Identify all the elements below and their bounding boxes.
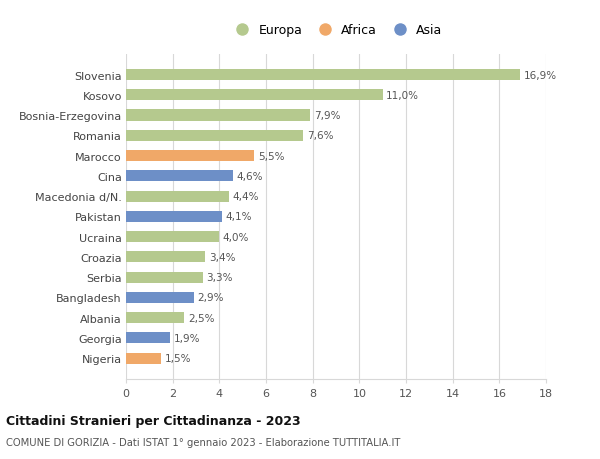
Text: 7,6%: 7,6%: [307, 131, 334, 141]
Text: 1,9%: 1,9%: [174, 333, 200, 343]
Bar: [126, 333, 170, 344]
Text: 4,1%: 4,1%: [225, 212, 251, 222]
Bar: [126, 313, 184, 324]
Bar: [126, 130, 304, 141]
Text: 2,5%: 2,5%: [188, 313, 214, 323]
Bar: [126, 272, 203, 283]
Bar: [126, 353, 161, 364]
Bar: [126, 211, 221, 223]
Text: 7,9%: 7,9%: [314, 111, 340, 121]
Bar: [126, 292, 194, 303]
Text: Cittadini Stranieri per Cittadinanza - 2023: Cittadini Stranieri per Cittadinanza - 2…: [6, 414, 301, 428]
Bar: [126, 151, 254, 162]
Text: 2,9%: 2,9%: [197, 293, 224, 303]
Text: 5,5%: 5,5%: [258, 151, 284, 161]
Text: 11,0%: 11,0%: [386, 90, 419, 101]
Bar: [126, 110, 310, 121]
Bar: [126, 252, 205, 263]
Bar: [126, 171, 233, 182]
Text: 4,6%: 4,6%: [237, 172, 263, 181]
Legend: Europa, Africa, Asia: Europa, Africa, Asia: [225, 19, 447, 42]
Text: COMUNE DI GORIZIA - Dati ISTAT 1° gennaio 2023 - Elaborazione TUTTITALIA.IT: COMUNE DI GORIZIA - Dati ISTAT 1° gennai…: [6, 437, 400, 447]
Text: 4,4%: 4,4%: [232, 192, 259, 202]
Bar: [126, 231, 220, 243]
Bar: [126, 70, 520, 81]
Text: 3,4%: 3,4%: [209, 252, 235, 262]
Text: 1,5%: 1,5%: [164, 353, 191, 364]
Bar: [126, 90, 383, 101]
Text: 3,3%: 3,3%: [206, 273, 233, 283]
Text: 16,9%: 16,9%: [524, 70, 557, 80]
Bar: [126, 191, 229, 202]
Text: 4,0%: 4,0%: [223, 232, 249, 242]
